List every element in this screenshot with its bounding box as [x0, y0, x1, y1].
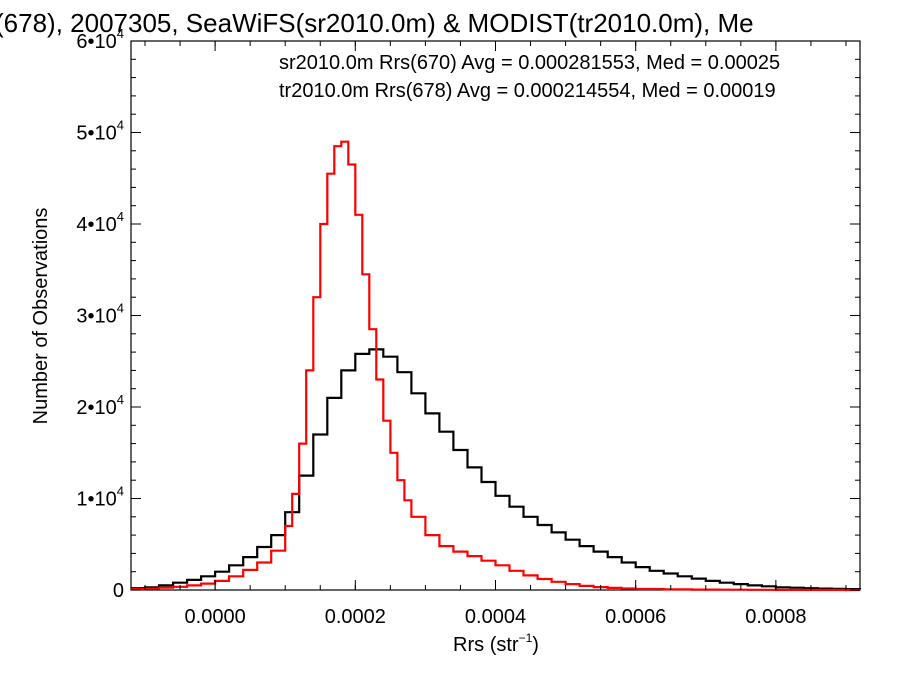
y-tick-label-base: 1•10: [76, 489, 116, 511]
tick-group: 0.0000 0.0002 0.0004 0.0006 0.000801•1042•10…: [76, 26, 860, 628]
y-tick-label-base: 3•10: [76, 306, 116, 328]
y-tick-label-base: 5•10: [76, 123, 116, 145]
x-tick-label: 0.0004: [465, 606, 526, 628]
chart-title: (678), 2007305, SeaWiFS(sr2010.0m) & MOD…: [0, 8, 754, 38]
y-tick-label-base: 2•10: [76, 397, 116, 419]
y-tick-label-exponent: 4: [117, 209, 124, 224]
x-tick-label: 0.0008: [745, 606, 806, 628]
legend-entry-black: sr2010.0m Rrs(670) Avg = 0.000281553, Me…: [279, 52, 780, 74]
x-axis-label-close: ): [532, 634, 539, 656]
y-tick-label-base: 6•10: [76, 31, 116, 53]
x-axis-label-sup: −1: [519, 631, 533, 645]
series-group: [131, 140, 862, 592]
y-tick-label: 3•104: [76, 301, 124, 328]
y-tick-label-base: 4•10: [76, 214, 116, 236]
x-tick-label: 0.0002: [325, 606, 386, 628]
y-tick-label: 2•104: [76, 392, 124, 419]
y-tick-label: 5•104: [76, 118, 124, 145]
x-tick-label: 0.0000: [185, 606, 246, 628]
plot-frame: [130, 40, 861, 591]
y-tick-label-exponent: 4: [117, 301, 124, 316]
plot-frame-group: [130, 40, 861, 591]
y-tick-label-exponent: 4: [117, 392, 124, 407]
y-tick-label-exponent: 4: [117, 484, 124, 499]
x-tick-label: 0.0006: [605, 606, 666, 628]
series-line-red: [131, 140, 860, 592]
series-line-black: [131, 348, 862, 591]
y-tick-label: 1•104: [76, 484, 124, 511]
y-tick-label: 0: [113, 580, 124, 602]
x-axis-label: Rrs (str−1): [453, 631, 539, 656]
y-tick-label-exponent: 4: [117, 26, 124, 41]
y-axis-label: Number of Observations: [30, 208, 52, 425]
y-tick-label: 4•104: [76, 209, 124, 236]
y-tick-label-exponent: 4: [117, 118, 124, 133]
x-axis-label-text: Rrs (str: [453, 634, 519, 656]
legend-entry-red: tr2010.0m Rrs(678) Avg = 0.000214554, Me…: [279, 80, 776, 102]
y-tick-label: 6•104: [76, 26, 124, 53]
y-tick-label-base: 0: [113, 580, 124, 602]
